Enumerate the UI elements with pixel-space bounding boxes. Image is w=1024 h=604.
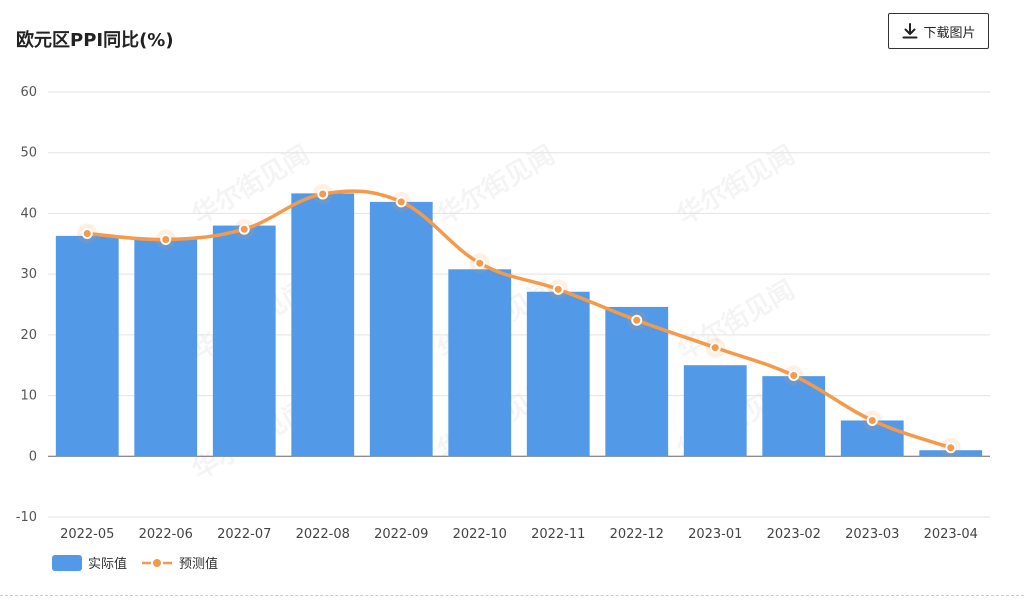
bar-actual[interactable] [134,238,198,457]
legend-label-actual: 实际值 [88,557,128,572]
forecast-point[interactable] [866,414,878,426]
x-tick-label: 2023-04 [924,527,978,542]
bottom-divider [0,595,1024,596]
forecast-point[interactable] [631,314,643,326]
chart-title: 欧元区PPI同比(%) [16,30,174,51]
y-tick-label: 40 [20,206,37,221]
bar-actual[interactable] [840,420,904,457]
y-tick-label: 50 [20,146,37,161]
bar-actual[interactable] [448,269,512,457]
y-tick-label: 20 [20,328,37,343]
x-tick-label: 2022-07 [217,527,271,542]
x-tick-label: 2022-09 [374,527,428,542]
forecast-point[interactable] [238,223,250,235]
x-tick-label: 2022-08 [296,527,350,542]
bar-actual[interactable] [212,225,276,457]
bar-actual[interactable] [762,376,826,457]
x-tick-label: 2022-10 [453,527,507,542]
bar-actual[interactable] [683,365,747,457]
legend-swatch-actual [52,554,82,571]
bar-actual[interactable] [55,235,119,457]
forecast-point[interactable] [474,257,486,269]
legend-label-forecast: 预测值 [179,557,219,572]
forecast-point[interactable] [945,442,957,454]
x-tick-label: 2022-12 [610,527,664,542]
x-tick-label: 2022-11 [531,527,585,542]
forecast-point[interactable] [552,283,564,295]
forecast-point[interactable] [709,342,721,354]
forecast-point[interactable] [160,234,172,246]
x-tick-label: 2023-01 [688,527,742,542]
x-tick-label: 2022-06 [139,527,193,542]
download-image-label: 下载图片 [923,25,976,41]
y-tick-label: 60 [20,85,37,100]
download-image-button[interactable]: 下载图片 [888,13,989,49]
download-icon [902,23,918,39]
x-tick-label: 2023-03 [845,527,899,542]
y-tick-label: -10 [16,510,37,525]
forecast-point[interactable] [788,370,800,382]
forecast-point[interactable] [395,196,407,208]
bar-actual[interactable] [291,193,355,457]
legend-swatch-forecast [142,556,173,569]
x-tick-label: 2022-05 [60,527,114,542]
bar-actual[interactable] [526,291,590,457]
y-tick-label: 0 [29,449,37,464]
x-tick-label: 2023-02 [767,527,821,542]
legend-item-actual[interactable]: 实际值 [52,553,127,572]
legend-item-forecast[interactable]: 预测值 [141,553,218,572]
y-tick-label: 10 [20,389,37,404]
forecast-point[interactable] [317,188,329,200]
chart-legend: 实际值 预测值 [52,553,218,572]
bar-actual[interactable] [369,201,433,457]
forecast-point[interactable] [81,227,93,239]
y-tick-label: 30 [20,267,37,282]
bar-actual[interactable] [605,306,669,457]
